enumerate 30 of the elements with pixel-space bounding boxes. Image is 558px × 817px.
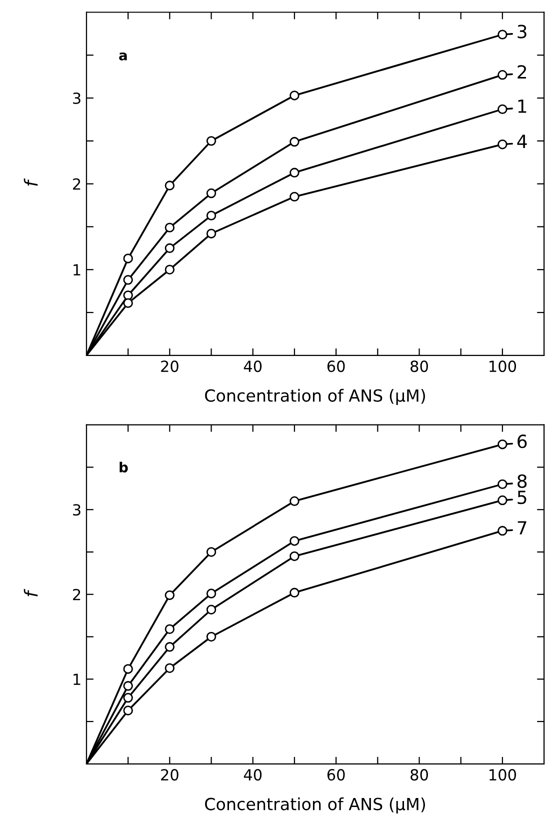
annotation: a <box>119 52 127 60</box>
legend-label: 3 <box>518 24 526 38</box>
x-tick-label: 20 <box>161 360 178 372</box>
y-tick-label: 1 <box>74 674 80 685</box>
x-tick-label: 80 <box>410 769 428 781</box>
legend-label: 7 <box>518 521 526 534</box>
y-tick-label: 2 <box>73 178 80 190</box>
y-tick-label: 3 <box>73 504 80 516</box>
x-tick-label: 80 <box>410 360 428 372</box>
x-tick-label: 40 <box>244 360 262 372</box>
x-tick-label: 60 <box>327 360 345 372</box>
x-axis-title: Concentration of ANS (µM) <box>205 797 425 814</box>
x-tick-label: 100 <box>490 769 516 781</box>
legend-label: 8 <box>518 474 527 488</box>
x-tick-label: 20 <box>161 769 178 781</box>
legend-label: 2 <box>518 65 526 78</box>
y-tick-label: 2 <box>73 588 80 600</box>
y-axis-title: f <box>24 178 38 186</box>
y-axis-title: f <box>24 588 38 596</box>
x-tick-label: 40 <box>244 769 262 781</box>
legend-label: 6 <box>518 434 527 448</box>
x-tick-label: 100 <box>490 360 516 372</box>
x-axis-title: Concentration of ANS (µM) <box>205 388 425 406</box>
legend-label: 5 <box>518 490 526 504</box>
y-tick-label: 3 <box>73 92 80 104</box>
annotation: b <box>120 462 128 473</box>
y-tick-label: 1 <box>74 264 80 276</box>
x-tick-label: 60 <box>327 769 345 781</box>
legend-label: 4 <box>517 134 527 148</box>
legend-label: 1 <box>518 100 526 113</box>
